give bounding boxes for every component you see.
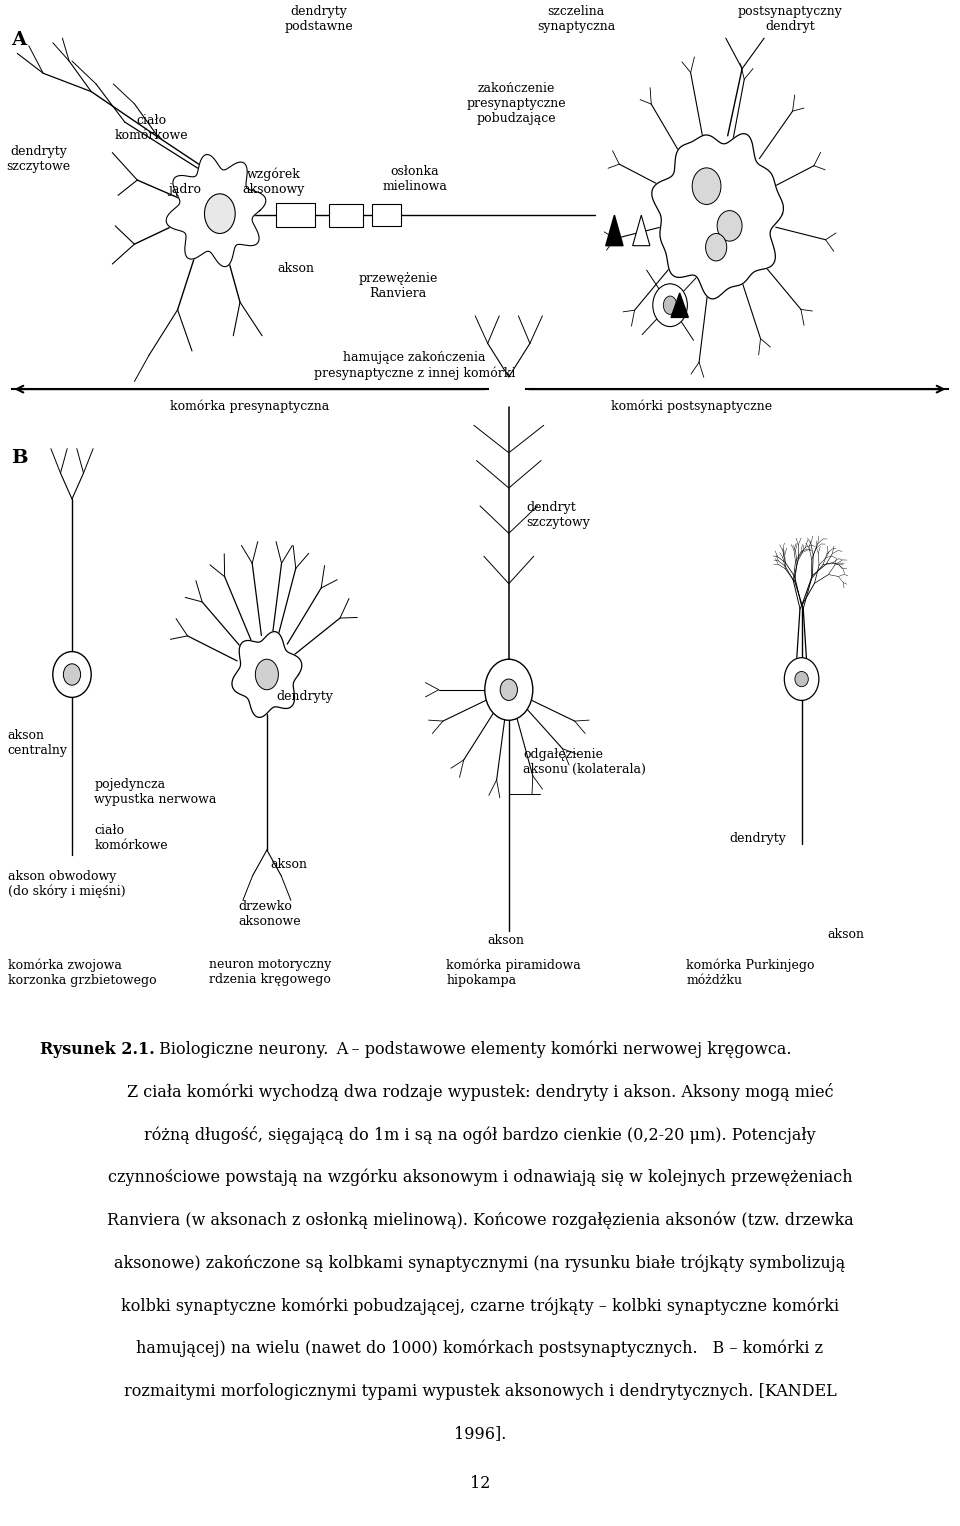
Text: zakończenie
presynaptyczne
pobudzające: zakończenie presynaptyczne pobudzające xyxy=(467,82,566,125)
Text: Biologiczne neurony.  A – podstawowe elementy komórki nerwowej kręgowca.: Biologiczne neurony. A – podstawowe elem… xyxy=(154,1041,791,1058)
Text: A: A xyxy=(12,31,27,49)
Text: dendryt
szczytowy: dendryt szczytowy xyxy=(526,501,590,528)
Ellipse shape xyxy=(692,168,721,204)
Text: osłonka
mielinowa: osłonka mielinowa xyxy=(382,165,447,192)
Ellipse shape xyxy=(717,211,742,241)
Text: drzewko
aksonowe: drzewko aksonowe xyxy=(238,900,300,928)
Text: ciało
komórkowe: ciało komórkowe xyxy=(115,114,188,142)
Text: akson: akson xyxy=(828,928,865,942)
Text: postsynaptyczny
dendryt: postsynaptyczny dendryt xyxy=(737,5,843,32)
Text: B: B xyxy=(12,449,28,467)
Polygon shape xyxy=(633,215,650,246)
Text: Rysunek 2.1.: Rysunek 2.1. xyxy=(40,1041,156,1058)
Text: komórka Purkinjego
móżdżku: komórka Purkinjego móżdżku xyxy=(686,958,815,987)
Bar xyxy=(372,204,401,226)
Text: Ranviera (w aksonach z osłonką mielinową). Końcowe rozgałęzienia aksonów (tzw. d: Ranviera (w aksonach z osłonką mielinową… xyxy=(107,1212,853,1228)
Polygon shape xyxy=(606,215,623,246)
Text: akson: akson xyxy=(488,934,525,948)
Polygon shape xyxy=(671,293,688,317)
Text: jądro: jądro xyxy=(168,183,201,197)
Text: hamującej) na wielu (nawet do 1000) komórkach postsynaptycznych.    B – komórki : hamującej) na wielu (nawet do 1000) komó… xyxy=(136,1340,824,1357)
Polygon shape xyxy=(232,632,301,717)
Text: kolbki synaptyczne komórki pobudzającej, czarne trójkąty – kolbki synaptyczne ko: kolbki synaptyczne komórki pobudzającej,… xyxy=(121,1297,839,1314)
Text: pojedyncza
wypustka nerwowa: pojedyncza wypustka nerwowa xyxy=(94,778,216,806)
Text: ciało
komórkowe: ciało komórkowe xyxy=(94,824,168,852)
Text: komórka zwojowa
korzonka grzbietowego: komórka zwojowa korzonka grzbietowego xyxy=(8,958,156,987)
Ellipse shape xyxy=(255,659,278,690)
Text: Z ciała komórki wychodzą dwa rodzaje wypustek: dendryty i akson. Aksony mogą mie: Z ciała komórki wychodzą dwa rodzaje wyp… xyxy=(127,1083,833,1102)
Text: dendryty: dendryty xyxy=(730,832,786,845)
Ellipse shape xyxy=(795,671,808,687)
Ellipse shape xyxy=(663,296,677,314)
Text: komórka presynaptyczna: komórka presynaptyczna xyxy=(170,400,329,414)
Ellipse shape xyxy=(485,659,533,720)
Ellipse shape xyxy=(784,658,819,700)
Ellipse shape xyxy=(500,679,517,700)
Text: dendryty: dendryty xyxy=(276,690,333,703)
Text: komórki postsynaptyczne: komórki postsynaptyczne xyxy=(611,400,772,414)
Ellipse shape xyxy=(204,194,235,233)
Text: akson: akson xyxy=(277,262,314,276)
Polygon shape xyxy=(652,134,783,299)
Text: komórka piramidowa
hipokampa: komórka piramidowa hipokampa xyxy=(446,958,581,987)
Text: 1996].: 1996]. xyxy=(454,1425,506,1442)
Text: różną długość, sięgającą do 1m i są na ogół bardzo cienkie (0,2-20 μm). Potencja: różną długość, sięgającą do 1m i są na o… xyxy=(144,1126,816,1144)
Text: rozmaitymi morfologicznymi typami wypustek aksonowych i dendrytycznych. [KANDEL: rozmaitymi morfologicznymi typami wypust… xyxy=(124,1383,836,1399)
Text: przewężenie
Ranviera: przewężenie Ranviera xyxy=(359,272,438,299)
Bar xyxy=(329,203,363,226)
Text: czynnościowe powstają na wzgórku aksonowym i odnawiają się w kolejnych przewężen: czynnościowe powstają na wzgórku aksonow… xyxy=(108,1169,852,1186)
Text: akson: akson xyxy=(271,858,308,871)
Polygon shape xyxy=(166,154,266,267)
Text: odgałęzienie
aksonu (kolaterala): odgałęzienie aksonu (kolaterala) xyxy=(523,748,646,775)
Text: akson
centralny: akson centralny xyxy=(8,729,67,757)
Ellipse shape xyxy=(53,652,91,697)
Text: neuron motoryczny
rdzenia kręgowego: neuron motoryczny rdzenia kręgowego xyxy=(209,958,331,986)
Text: 12: 12 xyxy=(469,1476,491,1492)
Ellipse shape xyxy=(63,664,81,685)
Text: akson obwodowy
(do skóry i mięśni): akson obwodowy (do skóry i mięśni) xyxy=(8,870,126,899)
Text: dendryty
szczytowe: dendryty szczytowe xyxy=(7,145,70,172)
Ellipse shape xyxy=(706,233,727,261)
Text: hamujące zakończenia
presynaptyczne z innej komórki: hamujące zakończenia presynaptyczne z in… xyxy=(314,351,516,380)
Text: aksonowe) zakończone są kolbkami synaptycznymi (na rysunku białe trójkąty symbol: aksonowe) zakończone są kolbkami synapty… xyxy=(114,1254,846,1271)
Ellipse shape xyxy=(653,284,687,327)
Bar xyxy=(276,203,315,227)
Text: dendryty
podstawne: dendryty podstawne xyxy=(284,5,353,32)
Text: szczelina
synaptyczna: szczelina synaptyczna xyxy=(537,5,615,32)
Text: wzgórek
aksonowy: wzgórek aksonowy xyxy=(243,168,304,197)
